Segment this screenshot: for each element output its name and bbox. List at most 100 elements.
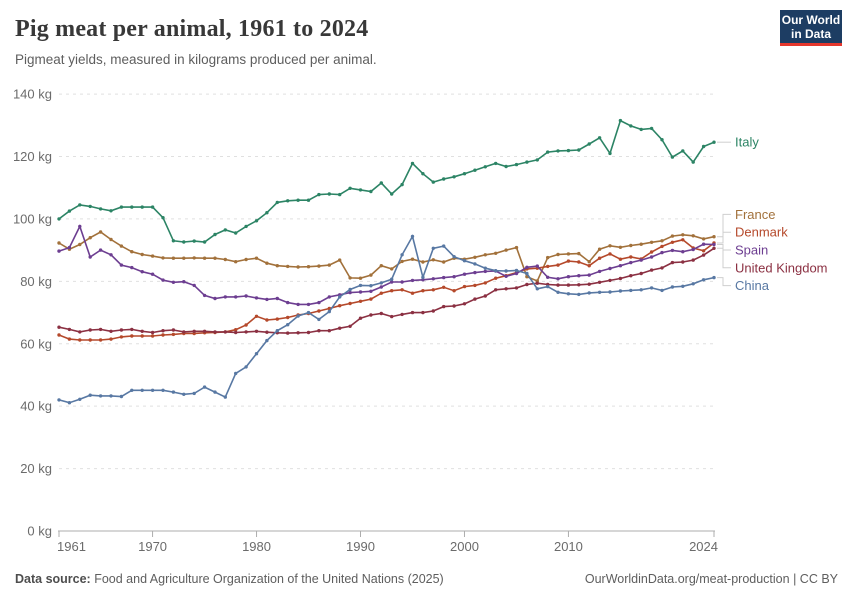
data-point-denmark-2019[interactable]: [660, 244, 664, 249]
data-point-italy-1980[interactable]: [254, 219, 259, 223]
data-point-spain-1998[interactable]: [442, 275, 446, 280]
data-point-italy-1999[interactable]: [452, 175, 456, 179]
data-point-united-kingdom-1961[interactable]: [57, 325, 61, 329]
data-point-denmark-1962[interactable]: [67, 337, 72, 341]
data-point-united-kingdom-1968[interactable]: [130, 327, 134, 332]
data-point-denmark-2016[interactable]: [629, 255, 633, 259]
data-point-italy-1995[interactable]: [410, 161, 415, 166]
data-point-united-kingdom-1974[interactable]: [192, 329, 196, 333]
data-point-italy-2005[interactable]: [514, 162, 519, 167]
data-point-united-kingdom-1967[interactable]: [119, 328, 124, 332]
data-point-france-2008[interactable]: [546, 255, 550, 260]
data-point-denmark-1982[interactable]: [275, 317, 279, 321]
data-point-france-2003[interactable]: [494, 251, 498, 255]
data-point-spain-1970[interactable]: [150, 272, 155, 276]
data-point-united-kingdom-2001[interactable]: [473, 297, 477, 301]
data-point-italy-2015[interactable]: [618, 118, 623, 123]
data-point-united-kingdom-2002[interactable]: [483, 294, 487, 298]
data-point-italy-1966[interactable]: [109, 209, 113, 213]
data-point-italy-1969[interactable]: [140, 205, 144, 209]
data-point-denmark-2002[interactable]: [483, 281, 487, 285]
data-point-denmark-1978[interactable]: [234, 328, 238, 332]
data-point-france-1993[interactable]: [390, 267, 394, 271]
legend-label-denmark[interactable]: Denmark: [735, 225, 788, 240]
data-point-denmark-1971[interactable]: [161, 333, 165, 337]
data-point-united-kingdom-2022[interactable]: [691, 258, 695, 262]
data-point-united-kingdom-2016[interactable]: [629, 274, 633, 278]
data-point-spain-1964[interactable]: [88, 255, 92, 259]
data-point-united-kingdom-1995[interactable]: [410, 310, 415, 315]
data-point-united-kingdom-1981[interactable]: [265, 330, 269, 334]
data-point-spain-1983[interactable]: [286, 300, 290, 305]
data-point-china-1963[interactable]: [78, 397, 82, 401]
data-point-italy-2017[interactable]: [639, 127, 643, 132]
data-point-denmark-2009[interactable]: [556, 263, 560, 267]
data-point-spain-2024[interactable]: [712, 242, 716, 247]
data-point-china-1986[interactable]: [317, 317, 321, 322]
data-point-france-2004[interactable]: [504, 248, 508, 252]
data-point-spain-1977[interactable]: [223, 295, 227, 299]
data-point-china-1984[interactable]: [296, 314, 300, 318]
data-point-france-1984[interactable]: [296, 265, 300, 269]
data-point-italy-2022[interactable]: [691, 160, 695, 164]
data-point-china-1961[interactable]: [57, 398, 61, 402]
data-point-china-1991[interactable]: [369, 284, 373, 288]
series-line-italy[interactable]: [58, 119, 715, 243]
data-point-france-1980[interactable]: [254, 256, 259, 260]
data-point-china-2023[interactable]: [701, 278, 706, 282]
data-point-united-kingdom-2005[interactable]: [514, 286, 519, 290]
data-point-china-1972[interactable]: [171, 390, 176, 394]
data-point-italy-1973[interactable]: [182, 240, 186, 244]
data-point-france-2019[interactable]: [660, 239, 664, 243]
data-point-france-2023[interactable]: [701, 237, 706, 241]
data-point-united-kingdom-2018[interactable]: [649, 268, 654, 272]
data-point-united-kingdom-1972[interactable]: [171, 328, 176, 332]
data-point-denmark-1986[interactable]: [317, 309, 321, 313]
data-point-spain-2001[interactable]: [473, 270, 477, 275]
data-point-italy-2004[interactable]: [504, 164, 508, 169]
data-point-spain-2002[interactable]: [483, 269, 487, 274]
data-point-china-2005[interactable]: [514, 268, 519, 273]
data-point-united-kingdom-1978[interactable]: [234, 330, 238, 335]
data-point-denmark-1988[interactable]: [338, 304, 342, 308]
data-point-spain-2019[interactable]: [660, 250, 664, 255]
data-point-denmark-1961[interactable]: [57, 333, 61, 337]
data-point-france-1996[interactable]: [421, 260, 425, 264]
data-point-italy-2006[interactable]: [525, 160, 529, 164]
data-point-italy-1998[interactable]: [442, 177, 446, 181]
data-point-china-1999[interactable]: [452, 255, 456, 259]
data-point-china-2020[interactable]: [670, 285, 675, 289]
data-point-united-kingdom-1986[interactable]: [317, 329, 321, 333]
data-point-china-1993[interactable]: [390, 277, 394, 281]
data-point-italy-1989[interactable]: [348, 186, 352, 190]
data-point-denmark-2020[interactable]: [670, 240, 675, 244]
data-point-italy-2011[interactable]: [577, 148, 581, 152]
data-point-united-kingdom-1964[interactable]: [88, 328, 92, 332]
data-point-china-1998[interactable]: [442, 244, 446, 248]
data-point-china-1973[interactable]: [182, 392, 186, 396]
data-point-china-1988[interactable]: [338, 295, 342, 299]
data-point-denmark-1967[interactable]: [119, 335, 124, 339]
data-point-united-kingdom-2000[interactable]: [462, 302, 467, 306]
data-point-italy-1968[interactable]: [130, 205, 134, 209]
data-point-spain-1965[interactable]: [98, 248, 103, 252]
data-point-spain-1963[interactable]: [78, 224, 82, 229]
data-point-italy-1990[interactable]: [358, 188, 363, 192]
data-point-italy-1997[interactable]: [431, 180, 435, 184]
data-point-united-kingdom-2017[interactable]: [639, 271, 643, 276]
data-point-spain-2017[interactable]: [639, 258, 643, 262]
data-point-spain-1973[interactable]: [182, 280, 186, 284]
data-point-france-1998[interactable]: [442, 260, 446, 264]
data-point-spain-2015[interactable]: [618, 264, 623, 268]
data-point-france-2009[interactable]: [556, 252, 560, 257]
data-point-france-2011[interactable]: [577, 251, 581, 256]
data-point-france-1988[interactable]: [338, 258, 342, 262]
data-point-china-2018[interactable]: [649, 286, 654, 290]
data-point-denmark-1980[interactable]: [254, 314, 259, 318]
data-point-italy-1962[interactable]: [67, 209, 72, 213]
data-point-france-1982[interactable]: [275, 264, 279, 268]
data-point-united-kingdom-1996[interactable]: [421, 310, 425, 315]
data-point-denmark-1972[interactable]: [171, 332, 176, 337]
data-point-france-2010[interactable]: [566, 252, 571, 256]
data-point-china-1987[interactable]: [327, 309, 331, 314]
